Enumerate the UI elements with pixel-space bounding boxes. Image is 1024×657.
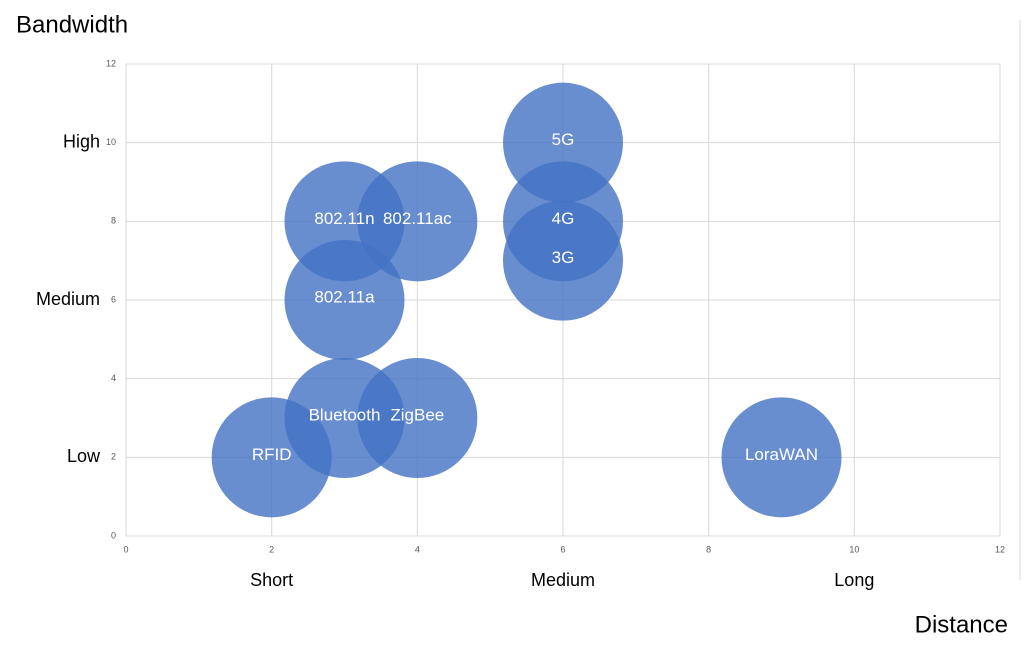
x-tick-label: 0 bbox=[123, 544, 128, 554]
y-annotation: High bbox=[63, 131, 100, 151]
x-annotation: Long bbox=[834, 570, 874, 590]
bubble bbox=[357, 161, 478, 282]
x-tick-label: 12 bbox=[995, 544, 1005, 554]
bubble bbox=[503, 82, 623, 203]
y-tick-label: 2 bbox=[111, 452, 116, 462]
y-tick-label: 8 bbox=[111, 216, 116, 226]
bubble-label: 802.11n bbox=[314, 209, 374, 228]
x-tick-label: 4 bbox=[415, 544, 420, 554]
y-tick-label: 12 bbox=[106, 58, 116, 68]
bubble-label: 4G bbox=[552, 209, 575, 228]
bubble-label: 802.11ac bbox=[383, 209, 452, 228]
bubble-label: ZigBee bbox=[390, 405, 444, 424]
bubble bbox=[721, 397, 842, 518]
bubble-label: RFID bbox=[252, 445, 292, 464]
y-annotation: Medium bbox=[36, 289, 100, 309]
x-tick-label: 6 bbox=[560, 544, 565, 554]
x-tick-label: 10 bbox=[849, 544, 859, 554]
y-annotation: Low bbox=[67, 446, 101, 466]
y-tick-label: 4 bbox=[111, 373, 116, 383]
x-axis-title: Distance bbox=[915, 611, 1008, 638]
bubble-label: Bluetooth bbox=[309, 405, 381, 424]
x-tick-label: 8 bbox=[706, 544, 711, 554]
y-tick-label: 0 bbox=[111, 530, 116, 540]
y-tick-label: 6 bbox=[111, 294, 116, 304]
bubble bbox=[357, 358, 478, 478]
bubble-label: 3G bbox=[552, 248, 575, 267]
chart-title: Bandwidth bbox=[16, 11, 128, 38]
y-tick-label: 10 bbox=[106, 137, 116, 147]
bubble-label: 802.11a bbox=[314, 287, 375, 306]
bubble-label: 5G bbox=[552, 130, 575, 149]
x-tick-label: 2 bbox=[269, 544, 274, 554]
x-annotation: Medium bbox=[531, 570, 595, 590]
x-annotation: Short bbox=[250, 570, 293, 590]
bubble-label: LoraWAN bbox=[745, 445, 818, 464]
